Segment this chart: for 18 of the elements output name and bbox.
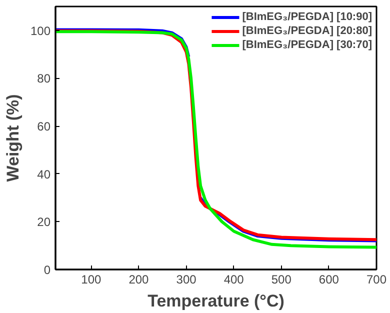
legend-label: [BImEG₃/PEGDA] [30:70]: [242, 38, 372, 52]
x-axis-title: Temperature (°C): [148, 292, 284, 310]
y-tick-label: 40: [37, 167, 51, 182]
y-tick-label: 80: [37, 72, 51, 86]
legend-label: [BImEG₃/PEGDA] [10:90]: [242, 10, 372, 24]
x-tick-label: 200: [128, 272, 150, 286]
y-axis-title: Weight (%): [3, 94, 22, 182]
x-tick-label: 500: [271, 272, 292, 286]
y-tick-label: 20: [37, 215, 51, 230]
x-tick-label: 400: [224, 272, 244, 286]
y-tick-label: 60: [37, 120, 51, 134]
legend-label: [BImEG₃/PEGDA] [20:80]: [242, 24, 372, 38]
y-tick-label: 0: [44, 263, 51, 277]
y-tick-label: 100: [30, 24, 51, 38]
x-tick-label: 300: [176, 272, 197, 286]
x-tick-label: 700: [366, 272, 387, 286]
x-tick-label: 600: [318, 272, 340, 286]
x-tick-label: 100: [81, 272, 102, 286]
